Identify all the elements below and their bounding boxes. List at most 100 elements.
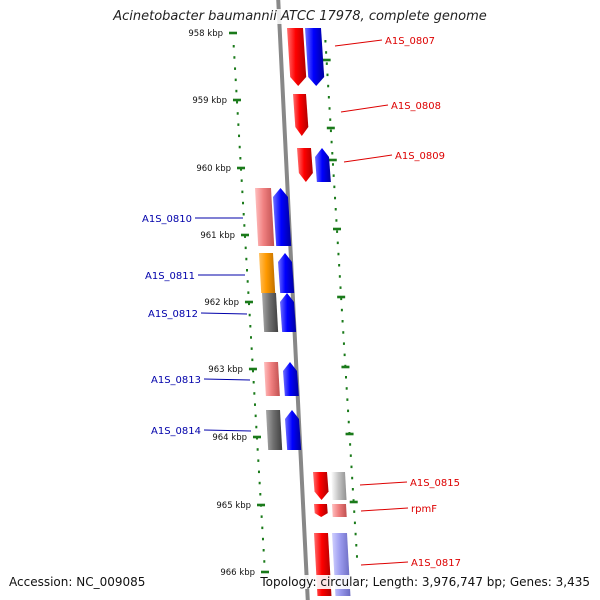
gene-feature-arrow[interactable]	[273, 188, 292, 246]
ruler-dot	[243, 224, 246, 227]
gene-label[interactable]: A1S_0817	[411, 558, 461, 569]
gene-feature-arrow[interactable]	[315, 148, 331, 182]
ruler-tick-label: 961 kbp	[200, 231, 235, 241]
ruler-dot	[232, 45, 235, 48]
ruler-dot	[252, 381, 255, 384]
gene-label[interactable]: A1S_0809	[395, 151, 445, 162]
gene-feature-arrow[interactable]	[280, 293, 297, 332]
ruler-dot	[251, 358, 254, 362]
ruler-dot	[331, 152, 334, 155]
gene-label[interactable]: A1S_0813	[151, 375, 201, 386]
gene-label[interactable]: A1S_0814	[151, 426, 201, 437]
gene-label[interactable]: A1S_0810	[142, 214, 192, 225]
gene-label[interactable]: A1S_0807	[385, 36, 435, 47]
gene-feature-arrow[interactable]	[332, 504, 347, 517]
ruler-tick	[328, 158, 337, 162]
ruler-dot	[339, 286, 342, 289]
ruler-dot	[341, 320, 344, 323]
ruler-dot	[245, 257, 248, 261]
gene-label[interactable]: rpmF	[411, 504, 437, 515]
gene-feature-arrow[interactable]	[283, 362, 299, 396]
ruler-dot	[248, 313, 251, 317]
gene-feature-arrow[interactable]	[287, 28, 307, 86]
ruler-dot	[244, 246, 247, 250]
ruler-dot	[349, 443, 352, 446]
ruler-dot	[256, 448, 259, 451]
ruler-dot	[335, 219, 338, 222]
ruler-dot	[246, 269, 249, 272]
ruler-dot	[248, 302, 251, 306]
ruler-tick-label: 959 kbp	[192, 96, 227, 106]
ruler-tick	[345, 432, 354, 436]
ruler-dot	[336, 241, 339, 245]
ruler-dot	[257, 470, 260, 474]
ruler-dot	[242, 201, 245, 205]
gene-feature-arrow[interactable]	[264, 362, 280, 396]
ruler-dot	[260, 515, 263, 518]
gene-feature-arrow[interactable]	[314, 504, 328, 517]
label-leader-line	[200, 312, 248, 315]
ruler-dot	[353, 510, 356, 513]
ruler-dot	[329, 129, 332, 133]
ruler-dot	[261, 526, 264, 530]
gene-feature-arrow[interactable]	[262, 293, 279, 332]
ruler-dot	[241, 190, 244, 194]
ruler-tick	[237, 166, 246, 170]
gene-feature-arrow[interactable]	[285, 410, 302, 450]
ruler-dot	[347, 409, 350, 413]
gene-feature-arrow[interactable]	[293, 94, 309, 136]
gene-label[interactable]: A1S_0815	[410, 478, 460, 489]
label-leader-line	[340, 104, 389, 113]
label-leader-line	[203, 378, 251, 381]
accession-text: Accession: NC_009085	[9, 575, 146, 589]
ruler-tick-label: 965 kbp	[216, 501, 251, 511]
ruler-dot	[261, 537, 264, 541]
label-leader-line	[343, 154, 393, 163]
gene-feature-arrow[interactable]	[305, 28, 325, 86]
ruler-dot	[345, 376, 347, 379]
ruler-dot	[237, 123, 240, 126]
gene-label[interactable]: A1S_0808	[391, 101, 441, 112]
ruler-dot	[349, 454, 352, 457]
ruler-dot	[324, 40, 327, 43]
gene-label[interactable]: A1S_0812	[148, 309, 198, 320]
ruler-tick	[333, 227, 341, 231]
ruler-dot	[338, 264, 341, 267]
ruler-dot	[255, 425, 258, 429]
ruler-dot	[233, 56, 236, 59]
gene-feature-arrow[interactable]	[313, 472, 329, 500]
ruler-tick-label: 962 kbp	[204, 298, 239, 308]
ruler-dot	[239, 157, 242, 160]
gene-feature-arrow[interactable]	[255, 188, 275, 246]
gene-feature-arrow[interactable]	[297, 148, 313, 182]
gene-feature-arrow[interactable]	[278, 253, 295, 293]
ruler-dot	[332, 174, 335, 177]
ruler-dot	[329, 118, 332, 121]
ruler-dot	[338, 275, 341, 278]
ruler-dot	[253, 403, 256, 406]
gene-feature-arrow[interactable]	[266, 410, 283, 450]
ruler-dot	[351, 476, 354, 480]
gene-feature-arrow[interactable]	[259, 253, 276, 293]
ruler-dot	[238, 134, 241, 138]
ruler-dot	[246, 280, 249, 283]
ruler-dot	[350, 465, 353, 469]
ruler-dot	[337, 252, 340, 256]
ruler-dot	[236, 101, 239, 104]
ruler-tick	[240, 233, 249, 237]
ruler-dots-right	[324, 40, 358, 558]
ruler-tick-label: 963 kbp	[208, 365, 243, 375]
ruler-dot	[262, 549, 265, 552]
ruler-tick-label: 958 kbp	[188, 29, 223, 39]
gene-feature-arrow[interactable]	[331, 472, 347, 500]
label-leader-line	[360, 507, 409, 512]
ruler-dot	[253, 392, 256, 395]
label-leader-line	[360, 561, 409, 566]
ruler-dot	[263, 560, 266, 563]
ruler-dot	[330, 140, 333, 144]
ruler-dot	[238, 145, 241, 149]
ruler-dot	[250, 336, 253, 339]
gene-label[interactable]: A1S_0811	[145, 271, 195, 282]
